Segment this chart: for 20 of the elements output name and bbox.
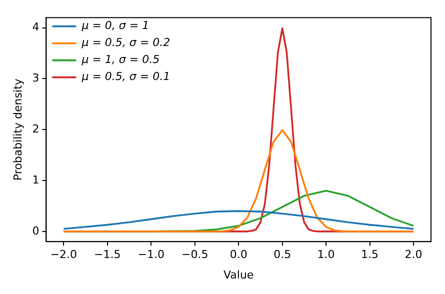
legend-label: μ = 0, σ = 1 xyxy=(80,19,150,32)
y-axis-title: Probability density xyxy=(11,78,24,181)
legend-label: μ = 0.5, σ = 0.1 xyxy=(80,70,170,84)
x-tick-label: 1.0 xyxy=(317,248,335,262)
x-tick-label: 0.5 xyxy=(274,248,292,262)
x-tick-label: −2.0 xyxy=(50,248,78,262)
x-tick-label: −1.5 xyxy=(94,248,121,262)
y-tick-label: 4 xyxy=(32,20,40,34)
x-axis-title: Value xyxy=(223,268,254,282)
x-tick-label: −0.5 xyxy=(182,248,208,262)
legend-label: μ = 1, σ = 0.5 xyxy=(80,53,160,66)
x-tick-label: 0.0 xyxy=(230,248,248,262)
y-tick-label: 0 xyxy=(32,224,40,238)
y-tick-label: 1 xyxy=(32,173,40,186)
y-tick-label: 3 xyxy=(32,72,40,85)
x-tick-label: 1.5 xyxy=(361,248,379,262)
legend-label: μ = 0.5, σ = 0.2 xyxy=(80,36,170,50)
x-tick-label: −1.0 xyxy=(138,248,165,262)
x-tick-label: 2.0 xyxy=(404,248,422,262)
y-tick-label: 2 xyxy=(32,122,40,136)
